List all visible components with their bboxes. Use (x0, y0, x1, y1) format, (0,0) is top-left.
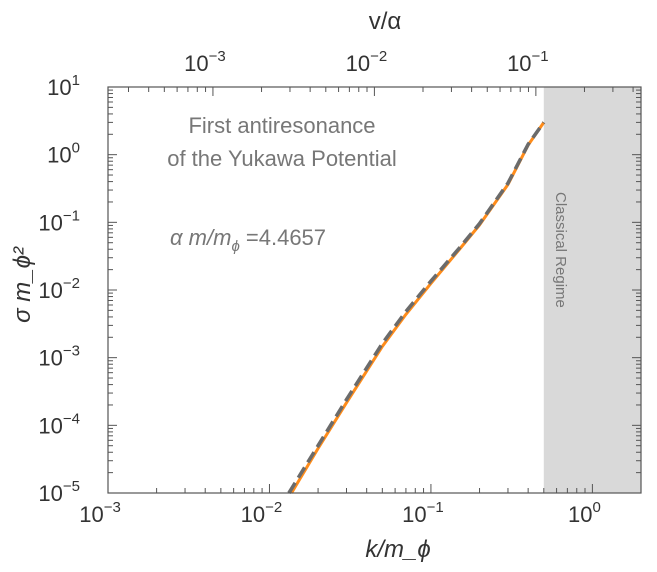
top-axis-title: v/α (369, 8, 402, 35)
classical-regime-label: Classical Regime (552, 192, 569, 308)
top-tick-label: 10−2 (346, 48, 388, 76)
series-line-1 (290, 121, 546, 494)
top-tick-label: 10−3 (184, 48, 226, 76)
y-tick-label: 10−5 (38, 478, 80, 506)
x-tick-label: 10−2 (241, 499, 283, 527)
series-line-2 (287, 121, 546, 494)
x-tick-label: 10−1 (402, 499, 444, 527)
top-tick-label: 10−1 (507, 48, 549, 76)
x-tick-label: 100 (568, 499, 601, 527)
x-axis-title: k/m_ϕ (365, 536, 430, 563)
y-tick-label: 10−2 (38, 275, 80, 303)
y-tick-label: 101 (47, 72, 80, 100)
classical-regime-band (543, 87, 641, 493)
x-tick-label: 10−3 (79, 499, 121, 527)
annotation-line-1: First antiresonance (188, 113, 375, 138)
y-tick-label: 100 (47, 140, 80, 168)
y-tick-label: 10−1 (38, 207, 80, 235)
annotation-line-2: of the Yukawa Potential (167, 146, 397, 171)
parameter-annotation: α m/mϕ =4.4657 (170, 225, 326, 255)
y-axis-title: σ m_ϕ² (9, 246, 36, 323)
y-tick-label: 10−4 (38, 410, 80, 438)
y-tick-label: 10−3 (38, 343, 80, 371)
